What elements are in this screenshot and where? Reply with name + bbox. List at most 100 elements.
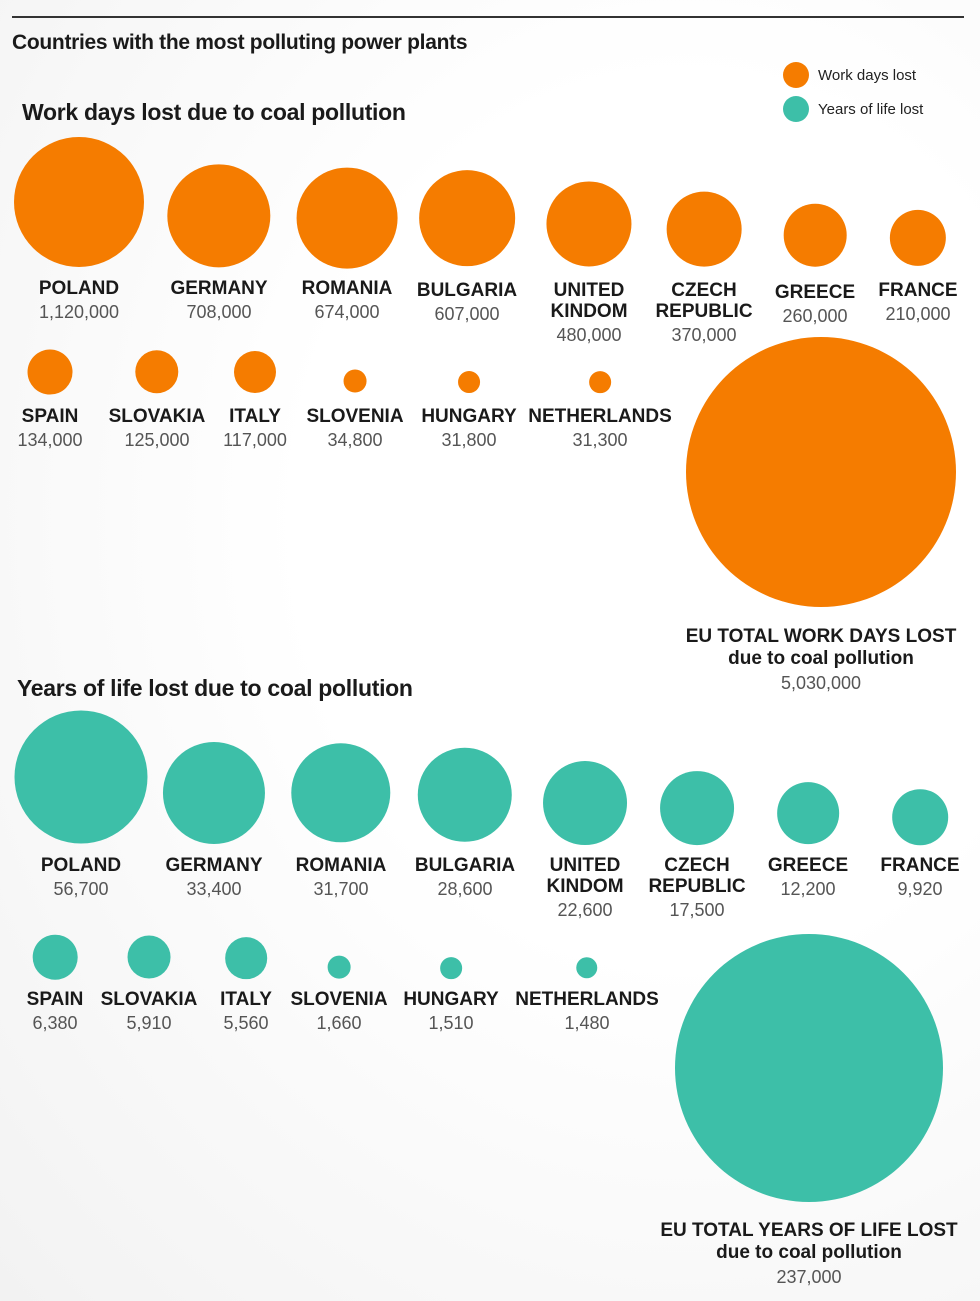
work-days-bubble-italy (233, 350, 277, 394)
work-days-bubble-netherlands (589, 371, 611, 393)
years-life-label-block: BULGARIA 28,600 (415, 855, 515, 901)
years-life-value-label: 22,600 (557, 900, 613, 920)
years-life-label-block: SPAIN 6,380 (27, 989, 84, 1035)
work-days-value-label: 708,000 (186, 302, 252, 322)
work-days-country-label: CZECH REPUBLIC (655, 280, 753, 322)
years-life-label-block: SLOVAKIA 5,910 (101, 989, 198, 1035)
work-days-label-block: POLAND 1,120,000 (39, 278, 119, 324)
work-days-country-label: HUNGARY (421, 406, 517, 427)
work-days-label-block: GREECE 260,000 (775, 282, 855, 328)
work-days-label-block: ROMANIA 674,000 (302, 278, 393, 324)
work-days-value-label: 1,120,000 (38, 302, 120, 322)
years-life-country-label: FRANCE (880, 855, 960, 876)
work-days-value-label: 480,000 (556, 325, 622, 345)
work-days-label-block: SLOVAKIA 125,000 (109, 406, 206, 452)
work-days-country-label: GERMANY (170, 278, 268, 299)
years-life-total-sublabel: due to coal pollution (716, 1242, 902, 1263)
years-life-total-label: EU TOTAL YEARS OF LIFE LOST (660, 1220, 958, 1241)
work-days-value-label: 125,000 (124, 430, 190, 450)
work-days-total-value: 5,030,000 (780, 673, 862, 693)
work-days-label-block: CZECH REPUBLIC 370,000 (655, 280, 752, 347)
work-days-bubble-poland (14, 137, 144, 267)
years-life-bubble-hungary (440, 957, 462, 979)
work-days-country-label: SLOVENIA (306, 406, 404, 427)
work-days-bubble-germany (167, 164, 271, 268)
years-life-value-label: 1,660 (316, 1013, 362, 1033)
years-life-bubble-france (892, 789, 948, 845)
work-days-value-label: 34,800 (327, 430, 383, 450)
work-days-value-label: 31,800 (441, 430, 497, 450)
years-life-bubble-poland (14, 710, 148, 844)
years-life-country-label: POLAND (40, 855, 122, 876)
years-life-bubble-italy (225, 937, 267, 979)
years-life-bubble-united-kindom (543, 761, 627, 845)
work-days-total-bubble (686, 337, 956, 607)
work-days-label-block: SPAIN 134,000 (17, 406, 82, 452)
work-days-label-block: BULGARIA 607,000 (417, 280, 517, 326)
years-life-label-block: UNITED KINDOM 22,600 (546, 855, 623, 922)
section-title-years-life: Years of life lost due to coal pollution (17, 675, 413, 701)
work-days-label-block: HUNGARY 31,800 (421, 406, 516, 452)
years-life-bubble-germany (162, 741, 266, 845)
work-days-value-label: 260,000 (782, 306, 848, 326)
legend-item-years-life: Years of life lost (783, 92, 923, 126)
work-days-value-label: 31,300 (572, 430, 628, 450)
years-life-country-label: SLOVENIA (290, 989, 388, 1010)
section-title-work-days: Work days lost due to coal pollution (22, 99, 406, 125)
years-life-value-label: 1,480 (564, 1013, 610, 1033)
years-life-value-label: 12,200 (780, 879, 836, 899)
main-title: Countries with the most polluting power … (12, 31, 468, 54)
legend-item-work-days: Work days lost (783, 58, 923, 92)
years-life-bubble-romania (291, 743, 391, 843)
years-life-country-label: UNITED KINDOM (546, 855, 624, 897)
work-days-label-block: FRANCE 210,000 (878, 280, 957, 326)
years-life-value-label: 33,400 (186, 879, 242, 899)
years-life-label-block: GERMANY 33,400 (165, 855, 262, 901)
work-days-bubble-united-kindom (546, 181, 632, 267)
years-life-total-value: 237,000 (776, 1267, 842, 1287)
years-life-value-label: 5,910 (126, 1013, 172, 1033)
legend: Work days lost Years of life lost (783, 58, 923, 126)
years-life-bubble-slovakia (127, 935, 171, 979)
years-life-bubble-spain (32, 934, 78, 980)
years-life-bubble-slovenia (327, 955, 351, 979)
legend-label-years-life: Years of life lost (818, 100, 924, 118)
work-days-bubble-slovakia (135, 350, 179, 394)
work-days-label-block: SLOVENIA 34,800 (306, 406, 403, 452)
years-life-value-label: 1,510 (428, 1013, 474, 1033)
years-life-bubble-czech-republic (660, 771, 734, 845)
work-days-label-block: NETHERLANDS 31,300 (528, 406, 672, 452)
years-life-label-block: HUNGARY 1,510 (403, 989, 498, 1035)
work-days-country-label: UNITED KINDOM (550, 280, 628, 322)
years-life-country-label: SLOVAKIA (100, 989, 198, 1010)
years-life-label-block: POLAND 56,700 (41, 855, 121, 901)
work-days-country-label: ROMANIA (301, 278, 393, 299)
work-days-value-label: 134,000 (17, 430, 83, 450)
years-life-value-label: 5,560 (223, 1013, 269, 1033)
work-days-bubble-france (889, 209, 947, 267)
years-life-bubble-greece (777, 782, 839, 844)
work-days-total-sublabel: due to coal pollution (728, 648, 914, 669)
years-life-label-block: CZECH REPUBLIC 17,500 (648, 855, 745, 922)
legend-swatch-work-days (783, 62, 809, 88)
years-life-label-block: NETHERLANDS 1,480 (515, 989, 659, 1035)
work-days-bubble-hungary (458, 371, 480, 393)
years-life-value-label: 28,600 (437, 879, 493, 899)
years-life-total-label-block: EU TOTAL YEARS OF LIFE LOST due to coal p… (660, 1220, 957, 1289)
years-life-country-label: BULGARIA (414, 855, 516, 876)
work-days-country-label: SLOVAKIA (108, 406, 206, 427)
work-days-bubble-bulgaria (419, 170, 515, 266)
work-days-country-label: SPAIN (21, 406, 79, 427)
work-days-value-label: 370,000 (671, 325, 737, 345)
years-life-label-block: ROMANIA 31,700 (296, 855, 387, 901)
work-days-label-block: ITALY 117,000 (223, 406, 287, 452)
work-days-country-label: GREECE (774, 282, 856, 303)
years-life-country-label: SPAIN (26, 989, 84, 1010)
years-life-country-label: GREECE (767, 855, 849, 876)
work-days-value-label: 117,000 (223, 430, 287, 450)
years-life-total-bubble (675, 934, 943, 1202)
work-days-value-label: 210,000 (885, 304, 951, 324)
work-days-country-label: ITALY (229, 406, 281, 427)
work-days-value-label: 674,000 (314, 302, 380, 322)
years-life-label-block: SLOVENIA 1,660 (290, 989, 387, 1035)
